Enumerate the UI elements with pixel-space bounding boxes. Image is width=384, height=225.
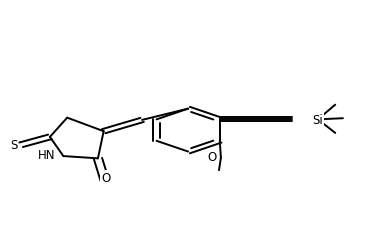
Text: S: S (10, 139, 17, 152)
Text: O: O (208, 151, 217, 163)
Text: Si: Si (312, 113, 323, 126)
Text: HN: HN (37, 149, 55, 162)
Text: O: O (101, 171, 110, 184)
